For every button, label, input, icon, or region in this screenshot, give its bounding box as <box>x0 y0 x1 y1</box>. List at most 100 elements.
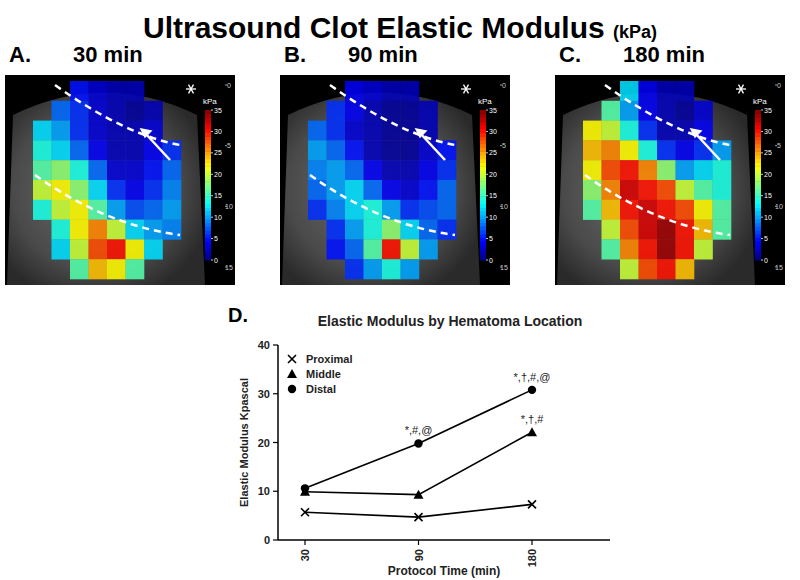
elastography-cell <box>713 180 732 200</box>
colorbar-tick <box>211 110 213 111</box>
annotation: *,#,@ <box>405 424 433 436</box>
colorbar-segment <box>205 166 211 170</box>
series-marker <box>301 508 309 516</box>
elastography-cell <box>583 140 602 160</box>
elastography-cell <box>438 160 457 180</box>
elastography-cell <box>694 160 713 180</box>
elastography-cell <box>163 140 182 160</box>
colorbar-segment <box>480 163 486 167</box>
elastography-cell <box>401 160 420 180</box>
image-background <box>5 75 235 285</box>
elastography-cell <box>126 160 145 180</box>
title-text: Ultrasound Clot Elastic Modulus <box>143 11 613 44</box>
colorbar-segment <box>205 208 211 212</box>
boundary-line <box>330 85 455 145</box>
colorbar-tick-label: 0 <box>489 257 493 264</box>
panel-time: 180 min <box>623 42 705 67</box>
colorbar-segment <box>205 144 211 148</box>
colorbar-segment <box>480 256 486 260</box>
elastography-cell <box>639 180 658 200</box>
elastography-cell <box>382 160 401 180</box>
colorbar-tick <box>211 260 213 261</box>
elastography-cell <box>345 121 364 141</box>
elastography-cell <box>89 220 108 240</box>
panel-time: 30 min <box>73 42 143 67</box>
colorbar-segment <box>755 129 761 133</box>
elastography-cell <box>639 121 658 141</box>
elastography-cell <box>620 160 639 180</box>
colorbar-tick <box>211 152 213 153</box>
colorbar-tick <box>211 217 213 218</box>
depth-tick-label: 15 <box>225 264 233 271</box>
elastography-cell <box>364 121 383 141</box>
colorbar-tick-label: 25 <box>764 149 772 156</box>
y-axis-label: Elastic Modulus Kpascal <box>238 378 250 507</box>
colorbar-segment <box>755 163 761 167</box>
colorbar-tick <box>761 152 763 153</box>
elastography-cell <box>89 239 108 259</box>
colorbar-tick-label: 35 <box>764 107 772 114</box>
colorbar-segment <box>205 196 211 200</box>
colorbar-segment <box>755 166 761 170</box>
elastography-cell <box>583 180 602 200</box>
elastography-cell <box>89 259 108 279</box>
boundary-line <box>605 85 730 145</box>
colorbar-segment <box>205 215 211 219</box>
colorbar-segment <box>480 230 486 234</box>
colorbar-tick-label: 30 <box>764 128 772 135</box>
elastography-cell <box>620 220 639 240</box>
colorbar-segment <box>755 125 761 129</box>
colorbar-segment <box>205 125 211 129</box>
y-tick <box>273 539 278 540</box>
elastography-cell <box>713 160 732 180</box>
colorbar-segment <box>205 114 211 118</box>
elastography-cell <box>694 101 713 121</box>
colorbar-tick-label: 15 <box>214 192 222 199</box>
elastography-cell <box>657 140 676 160</box>
colorbar-segment <box>205 155 211 159</box>
colorbar-segment <box>755 223 761 227</box>
elastography-cell <box>70 140 89 160</box>
elastography-cell <box>676 81 695 101</box>
colorbar-segment <box>480 170 486 174</box>
elastography-cell <box>107 259 126 279</box>
elastography-cell <box>345 101 364 121</box>
elastography-cell <box>327 239 346 259</box>
colorbar-segment <box>480 204 486 208</box>
colorbar-segment <box>755 148 761 152</box>
colorbar-tick <box>761 195 763 196</box>
elastography-cell <box>126 220 145 240</box>
figure: Ultrasound Clot Elastic Modulus (kPa)A.3… <box>0 0 800 580</box>
x-tick <box>304 540 305 545</box>
colorbar-tick <box>761 238 763 239</box>
colorbar-tick <box>486 174 488 175</box>
elastography-map <box>33 81 181 279</box>
elastography-cell <box>163 220 182 240</box>
series-marker <box>301 484 309 492</box>
elastography-cell <box>126 81 145 101</box>
depth-tick-label: 10 <box>225 203 233 210</box>
elastography-cell <box>52 101 71 121</box>
colorbar-segment <box>480 151 486 155</box>
colorbar-segment <box>205 133 211 137</box>
elastography-cell <box>382 140 401 160</box>
colorbar-segment <box>480 185 486 189</box>
colorbar-tick-label: 20 <box>489 171 497 178</box>
elastography-cell <box>602 101 621 121</box>
colorbar-segment <box>755 140 761 144</box>
elastography-cell <box>144 239 163 259</box>
elastography-cell <box>438 180 457 200</box>
colorbar-segment <box>755 208 761 212</box>
colorbar-segment <box>480 196 486 200</box>
elastography-cell <box>620 121 639 141</box>
ultrasound-field <box>7 93 205 286</box>
elastography-cell <box>144 101 163 121</box>
colorbar-segment <box>205 193 211 197</box>
colorbar-tick-label: 15 <box>489 192 497 199</box>
depth-tick-label: 15 <box>500 264 508 271</box>
colorbar-segment <box>755 185 761 189</box>
colorbar-segment <box>205 163 211 167</box>
elastography-cell <box>126 239 145 259</box>
colorbar-segment <box>205 121 211 125</box>
elastography-cell <box>89 200 108 220</box>
